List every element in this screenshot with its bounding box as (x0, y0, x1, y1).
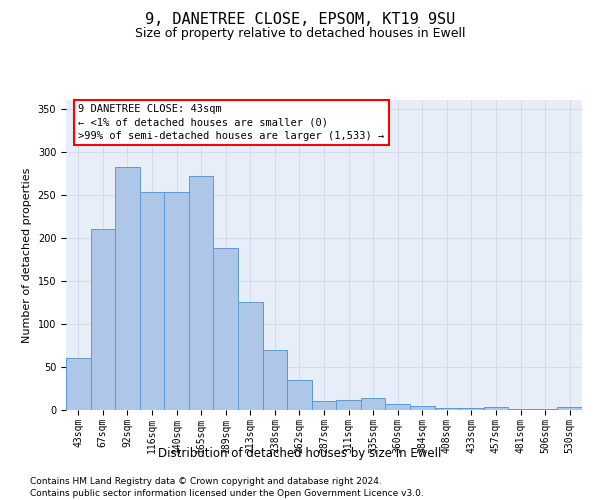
Bar (263, 350, 287, 410)
Bar (508, 409, 533, 410)
Text: Distribution of detached houses by size in Ewell: Distribution of detached houses by size … (158, 448, 442, 460)
Bar (312, 402, 336, 410)
Bar (238, 302, 263, 410)
Bar (385, 404, 410, 410)
Text: Contains HM Land Registry data © Crown copyright and database right 2024.: Contains HM Land Registry data © Crown c… (30, 478, 382, 486)
Bar (533, 409, 557, 410)
Bar (361, 398, 385, 410)
Bar (434, 408, 459, 410)
Text: Contains public sector information licensed under the Open Government Licence v3: Contains public sector information licen… (30, 489, 424, 498)
Bar (410, 406, 434, 410)
Bar (164, 192, 189, 410)
Bar (214, 248, 238, 410)
Bar (115, 167, 140, 410)
Bar (66, 358, 91, 410)
Bar (140, 192, 164, 410)
Y-axis label: Number of detached properties: Number of detached properties (22, 168, 32, 342)
Bar (189, 176, 214, 410)
Bar (287, 380, 312, 410)
Bar (484, 408, 508, 410)
Bar (336, 400, 361, 410)
Text: 9, DANETREE CLOSE, EPSOM, KT19 9SU: 9, DANETREE CLOSE, EPSOM, KT19 9SU (145, 12, 455, 28)
Bar (557, 406, 582, 410)
Text: 9 DANETREE CLOSE: 43sqm
← <1% of detached houses are smaller (0)
>99% of semi-de: 9 DANETREE CLOSE: 43sqm ← <1% of detache… (78, 104, 385, 141)
Bar (91, 229, 115, 410)
Text: Size of property relative to detached houses in Ewell: Size of property relative to detached ho… (135, 28, 465, 40)
Bar (459, 408, 484, 410)
